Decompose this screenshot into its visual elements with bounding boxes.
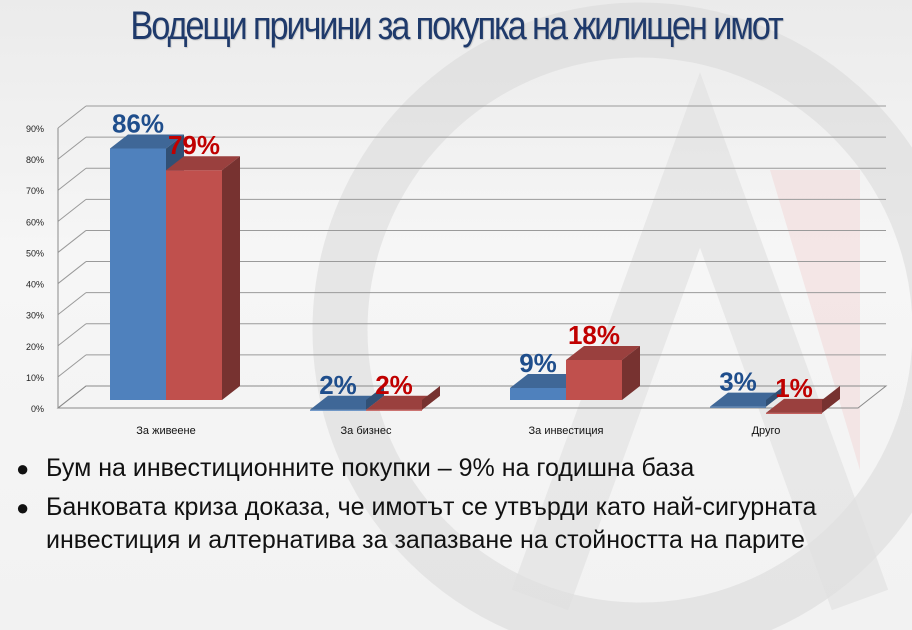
x-tick-label: Друго: [752, 425, 781, 437]
y-tick-label: 30%: [26, 311, 44, 321]
bar: [110, 148, 166, 400]
data-label: 1%: [775, 373, 813, 403]
bar-top: [110, 134, 184, 149]
gridline-side: [57, 198, 87, 222]
bar-side: [422, 386, 440, 410]
y-tick-label: 80%: [26, 155, 44, 165]
data-label: 79%: [168, 130, 220, 160]
bar: [566, 360, 622, 400]
bar-side: [822, 386, 840, 413]
bar-side: [766, 386, 784, 407]
data-label: 18%: [568, 320, 620, 350]
bar-top: [710, 392, 784, 407]
data-label: 2%: [375, 370, 413, 400]
bar-top: [510, 374, 584, 388]
gridline-side: [57, 136, 87, 160]
x-tick-label: За живеене: [136, 425, 195, 437]
bar-top: [310, 395, 384, 410]
bar: [510, 388, 566, 400]
gridline-side: [57, 230, 87, 253]
bar: [310, 409, 366, 411]
gridline-side: [57, 167, 87, 191]
bar-side: [622, 346, 640, 400]
x-tick-label: За инвестиция: [529, 425, 604, 437]
data-label: 86%: [112, 108, 164, 138]
bar-top: [766, 398, 840, 413]
bar-top: [366, 395, 440, 410]
y-tick-label: 60%: [26, 217, 44, 227]
gridline-side: [57, 105, 87, 129]
y-tick-label: 90%: [26, 124, 44, 134]
page-title: Водещи причини за покупка на жилищен имо…: [130, 4, 783, 48]
gridline-side: [57, 354, 87, 378]
y-tick-label: 70%: [26, 186, 44, 196]
data-label: 3%: [719, 367, 757, 397]
chart-floor: [56, 385, 888, 409]
y-tick-label: 40%: [26, 280, 44, 290]
bar-top: [566, 346, 640, 360]
y-tick-label: 10%: [26, 373, 44, 383]
x-tick-label: За бизнес: [341, 425, 392, 437]
bullet-item: Банковата криза доказа, че имотът се утв…: [16, 491, 906, 557]
y-tick-label: 0%: [31, 404, 44, 414]
bar: [710, 406, 766, 408]
gridline-side: [57, 261, 87, 284]
bar: [766, 412, 822, 414]
gridline-side: [57, 292, 87, 316]
bar-side: [366, 386, 384, 410]
bullet-list: Бум на инвестиционните покупки – 9% на г…: [16, 452, 906, 557]
bar: [166, 170, 222, 400]
gridline-side: [57, 323, 87, 347]
bar-side: [222, 156, 240, 400]
bar-chart: 0% 10% 20% 30% 40% 50% 60% 70% 80% 90% 86%79% За жи…: [26, 105, 888, 437]
data-label: 2%: [319, 370, 357, 400]
bullet-item: Бум на инвестиционните покупки – 9% на г…: [16, 452, 906, 485]
y-tick-label: 50%: [26, 248, 44, 258]
bar: [366, 409, 422, 411]
data-label: 9%: [519, 348, 557, 378]
y-tick-label: 20%: [26, 342, 44, 352]
bar-top: [166, 156, 240, 171]
